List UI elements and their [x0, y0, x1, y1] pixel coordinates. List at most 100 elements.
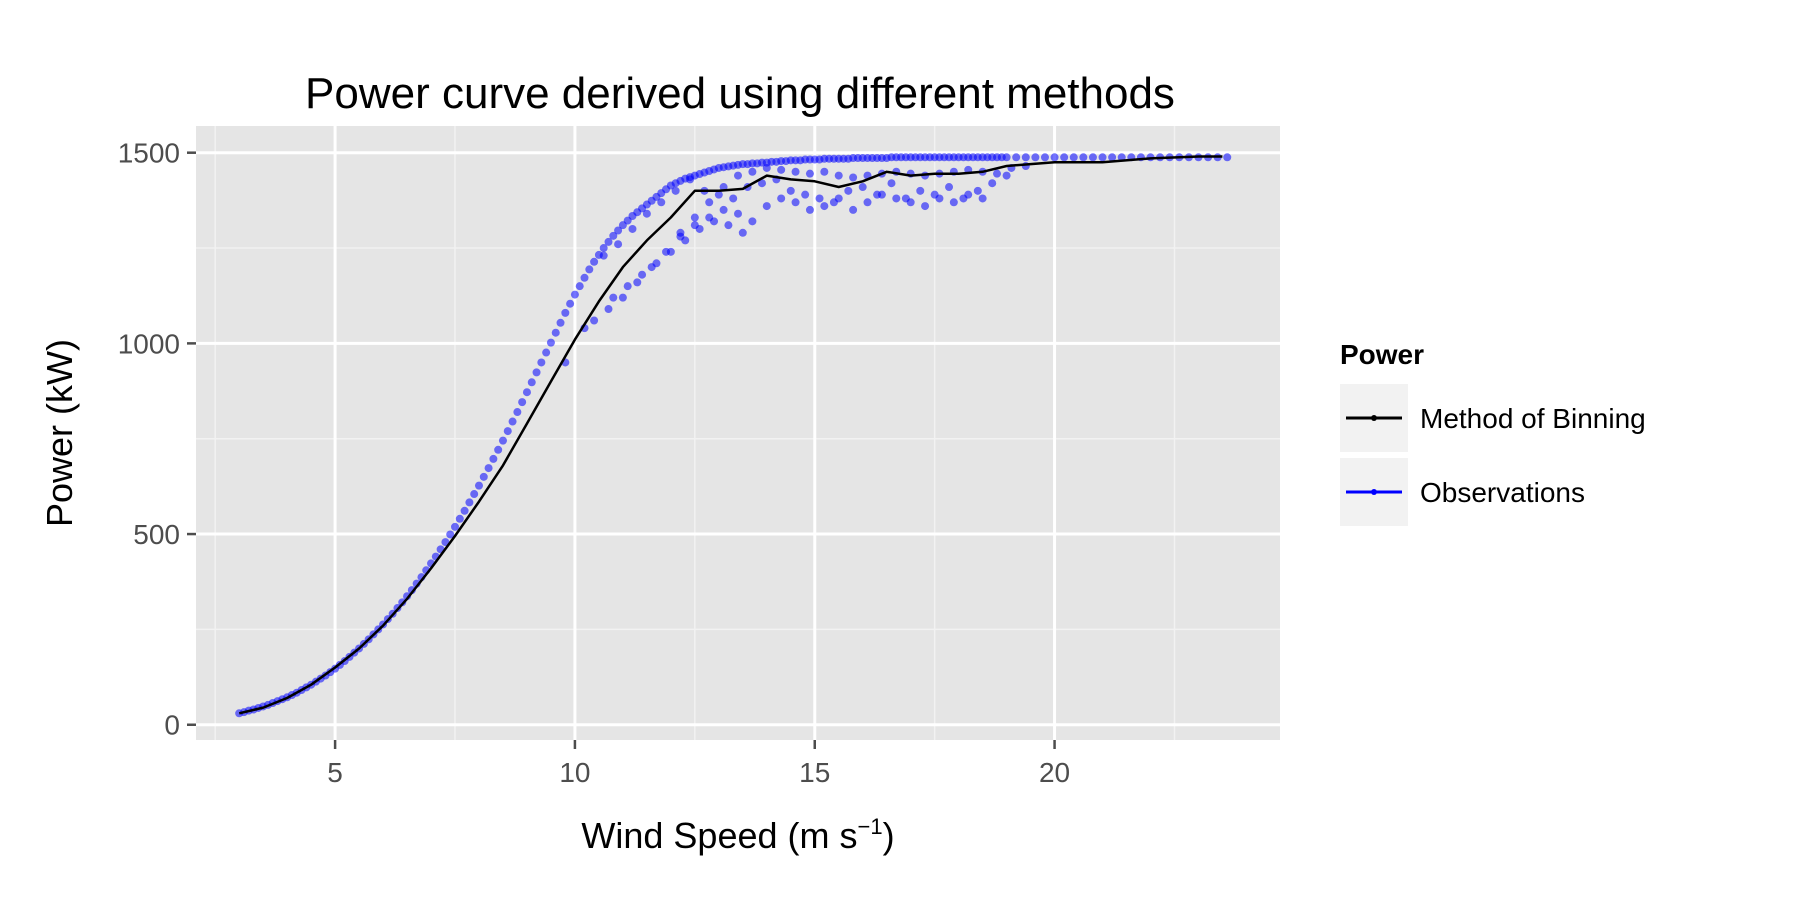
observation-point: [791, 167, 800, 176]
observation-point: [815, 194, 824, 203]
observation-point: [585, 265, 594, 274]
x-tick-label: 15: [799, 757, 830, 788]
observation-point: [805, 169, 814, 178]
plot-panel: [196, 126, 1280, 740]
x-axis-title: Wind Speed (m s−1): [581, 814, 894, 856]
observation-point: [503, 427, 512, 436]
observation-point: [609, 231, 618, 240]
observation-point: [777, 165, 786, 174]
observation-point: [484, 464, 493, 473]
observation-point: [801, 190, 810, 199]
observation-point: [1002, 171, 1011, 180]
observation-point: [1098, 153, 1107, 162]
observation-point: [623, 282, 632, 291]
y-tick-label: 0: [164, 710, 180, 741]
binning-line: [238, 155, 1223, 715]
observation-point: [973, 186, 982, 195]
observation-point: [470, 490, 479, 499]
observation-point: [633, 278, 642, 287]
observation-point: [820, 167, 829, 176]
legend-title: Power: [1340, 339, 1424, 370]
observation-point: [906, 198, 915, 207]
observation-point: [599, 244, 608, 253]
observation-point: [590, 257, 599, 266]
observation-point: [748, 167, 757, 176]
observation-point: [570, 290, 579, 299]
observation-point: [791, 198, 800, 207]
observation-point: [508, 417, 517, 426]
observation-point: [705, 198, 714, 207]
observation-point: [455, 514, 464, 523]
observation-point: [604, 305, 613, 314]
observation-point: [618, 293, 627, 302]
observation-points: [235, 153, 1232, 718]
observation-point: [695, 224, 704, 233]
observation-point: [518, 398, 527, 407]
observation-point: [844, 186, 853, 195]
observation-point: [671, 186, 680, 195]
observation-point: [777, 194, 786, 203]
observation-point: [949, 198, 958, 207]
observation-point: [690, 213, 699, 222]
observation-point: [887, 179, 896, 188]
legend: Power Method of Binning Observations: [1340, 339, 1646, 526]
observation-point: [465, 498, 474, 507]
observation-point: [566, 299, 575, 308]
observation-point: [734, 209, 742, 218]
observation-point: [724, 221, 733, 230]
observation-point: [935, 194, 944, 203]
observation-point: [892, 194, 901, 203]
legend-label: Method of Binning: [1420, 403, 1646, 434]
x-tick-label: 5: [327, 757, 343, 788]
x-tick-label: 10: [559, 757, 590, 788]
observation-point: [647, 263, 656, 272]
y-tick-label: 500: [133, 519, 180, 550]
y-axis-ticks: 0 500 1000 1500: [118, 138, 196, 741]
observation-point: [734, 171, 742, 180]
legend-entry-method-of-binning: Method of Binning: [1340, 384, 1646, 452]
observation-point: [1002, 153, 1011, 162]
binning-series-line: [238, 155, 1223, 715]
observation-point: [993, 169, 1002, 178]
y-tick-label: 1000: [118, 328, 180, 359]
observation-point: [676, 228, 685, 237]
y-tick-label: 1500: [118, 138, 180, 169]
observation-point: [614, 240, 623, 249]
observation-point: [714, 190, 723, 199]
observation-point: [604, 237, 613, 246]
observation-point: [657, 198, 666, 207]
observation-point: [513, 408, 522, 417]
observation-point: [1050, 153, 1059, 162]
observation-point: [921, 202, 930, 211]
observation-point: [805, 205, 814, 214]
observation-point: [441, 538, 450, 547]
x-axis-title-superscript: −1: [858, 814, 883, 839]
observation-point: [1223, 153, 1232, 162]
observation-point: [460, 506, 469, 515]
observation-point: [710, 217, 719, 226]
observation-point: [522, 388, 531, 397]
observation-point: [532, 368, 541, 377]
observation-point: [916, 186, 925, 195]
observation-point: [748, 217, 757, 226]
observation-point: [964, 190, 973, 199]
observation-point: [820, 202, 829, 211]
observation-point: [1079, 153, 1088, 162]
observation-point: [590, 316, 599, 325]
observation-point: [863, 198, 872, 207]
observation-point: [561, 308, 570, 317]
observation-point: [580, 273, 589, 282]
x-tick-label: 20: [1039, 757, 1070, 788]
observation-point: [849, 205, 858, 214]
y-axis-title: Power (kW): [39, 339, 80, 527]
legend-label: Observations: [1420, 477, 1585, 508]
observation-point: [1069, 153, 1078, 162]
observation-point: [877, 190, 886, 199]
observation-point: [738, 228, 747, 237]
observation-point: [662, 247, 671, 256]
observation-point: [1031, 153, 1040, 162]
observation-point: [757, 179, 766, 188]
observation-point: [681, 236, 690, 245]
observation-point: [599, 251, 608, 260]
